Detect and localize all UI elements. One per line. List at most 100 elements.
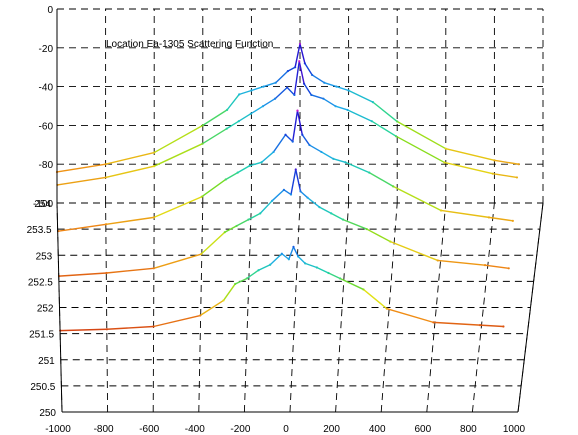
y-tick-label: 250 [39,408,56,419]
data-point [250,89,253,92]
data-point [491,172,494,175]
series-segment [250,85,265,92]
series-segment [250,105,264,115]
data-point [257,269,260,272]
series-segment [225,120,240,130]
series-segment [395,135,446,164]
series-segment [225,171,239,181]
series-segment [366,228,392,243]
series-segment [259,200,273,215]
data-point [200,253,203,256]
floor-grid-x [426,202,447,413]
series-segment [56,163,107,173]
right-edge-line [517,202,544,413]
data-point [234,282,237,286]
data-point [330,212,333,215]
series-segment [272,134,287,153]
data-point [320,150,323,154]
data-point [261,105,265,108]
series-segment [372,101,398,123]
series-segment [392,185,442,212]
data-point [371,101,374,104]
series-segment [322,98,337,107]
chart-title: Location Ea-1305 Scattering Function [106,39,273,50]
series-segment [339,277,365,291]
series-segment [202,109,228,127]
series-segment [284,134,294,143]
series-segment [445,147,496,162]
data-point [225,127,228,130]
data-point [346,108,349,112]
data-point [280,252,283,255]
y-axis-line [56,202,63,413]
series-segment [105,216,155,225]
series-line [56,60,519,187]
data-point [310,93,313,97]
series-segment [260,151,275,163]
series-segment [310,94,325,100]
data-point [262,85,265,88]
series-line [58,168,510,278]
data-point [483,264,487,267]
data-point [286,86,289,89]
floor-grid-x [335,202,350,413]
grid [56,8,544,413]
series-segment [246,269,260,280]
series-segment [105,267,155,274]
x-tick-label: -200 [230,424,250,435]
series-segment [104,151,155,165]
series-segment [247,212,261,221]
series-segment [292,109,299,143]
y-tick-label: 253 [36,251,53,262]
series-segment [153,142,204,167]
series-segment [335,85,350,92]
data-point [294,66,297,69]
data-point [247,218,250,221]
series-segment [389,240,439,262]
data-point [303,62,306,65]
data-point [294,168,297,171]
series-segment [59,328,108,332]
data-point [245,277,248,280]
series-segment [201,127,228,145]
data-point [152,267,155,270]
data-point [152,216,156,219]
data-point [270,199,274,202]
data-point [347,89,350,92]
data-point [235,224,238,228]
tick-labels: -1000 -800 -600 -400 -200 0 200 400 600 800 100025… [27,5,526,435]
data-point [315,266,318,269]
data-point [238,93,241,96]
data-point [296,109,299,112]
data-point [339,277,342,280]
data-point [370,120,373,123]
x-tick-label: -800 [94,424,114,435]
data-point [153,165,156,168]
series-segment [484,264,510,269]
series-segment [327,272,341,280]
series-segment [396,120,447,150]
data-point [368,171,371,174]
series-segment [226,93,240,111]
series-segment [275,70,289,84]
series-segment [153,196,203,219]
series-segment [294,43,301,68]
series-segment [492,172,518,179]
series-segment [347,89,374,103]
data-point [311,73,314,77]
data-point [152,325,155,328]
data-point [236,171,239,174]
series-segment [299,190,309,199]
x-tick-label: 800 [460,424,477,435]
series-segment [286,86,296,96]
data-point [248,164,251,167]
series-segment [301,134,311,146]
data-point [517,163,520,166]
z-tick-label: -20 [39,44,54,55]
data-point [322,97,325,100]
data-point [487,216,490,219]
floor-grid-x [152,202,155,413]
y-tick-label: 253.5 [27,225,52,236]
series-line [55,42,520,174]
